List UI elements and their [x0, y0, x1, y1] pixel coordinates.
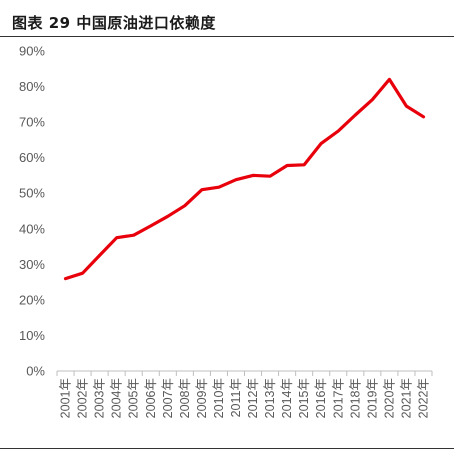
y-tick-label: 90% [19, 44, 45, 59]
x-tick-label: 2019年 [365, 378, 379, 418]
x-tick-label: 2012年 [246, 378, 260, 418]
x-tick-label: 2005年 [127, 378, 141, 418]
y-tick-label: 10% [19, 328, 45, 343]
y-tick-label: 20% [19, 292, 45, 307]
x-tick-label: 2013年 [263, 378, 277, 418]
x-tick-label: 2006年 [144, 378, 158, 418]
x-tick-label: 2015年 [297, 378, 311, 418]
x-tick-label: 2010年 [212, 378, 226, 418]
footer-divider [0, 448, 454, 449]
y-axis: 0% 10% 20% 30% 40% 50% 60% 70% 80% 90% [19, 44, 45, 379]
x-tick-label: 2016年 [314, 378, 328, 418]
x-tick-label: 2001年 [59, 378, 73, 418]
chart-title: 图表 29 中国原油进口依赖度 [12, 14, 216, 32]
y-tick-label: 80% [19, 79, 45, 94]
y-tick-label: 60% [19, 150, 45, 165]
x-tick-label: 2009年 [195, 378, 209, 418]
x-tick-label: 2021年 [399, 378, 413, 418]
x-tick-label: 2011年 [229, 378, 243, 417]
y-tick-label: 30% [19, 257, 45, 272]
y-tick-label: 0% [26, 364, 45, 379]
x-tick-label: 2017年 [331, 378, 345, 418]
x-tick-label: 2022年 [416, 378, 430, 418]
series-line [63, 77, 426, 281]
series-group [63, 77, 426, 281]
y-tick-label: 40% [19, 221, 45, 236]
title-divider [0, 36, 454, 37]
x-axis: 2001年 2002年 2003年 2004年 2005年 2006年 2007年 2008年… [56, 371, 433, 418]
x-tick-label: 2008年 [178, 378, 192, 418]
x-tick-label: 2002年 [76, 378, 90, 418]
x-tick-label: 2004年 [110, 378, 124, 418]
x-tick-label: 2018年 [348, 378, 362, 418]
y-tick-label: 50% [19, 186, 45, 201]
x-tick-label: 2007年 [161, 378, 175, 418]
x-tick-label: 2003年 [93, 378, 107, 418]
y-tick-label: 70% [19, 115, 45, 130]
x-tick-label: 2020年 [382, 378, 396, 418]
x-tick-label: 2014年 [280, 378, 294, 418]
